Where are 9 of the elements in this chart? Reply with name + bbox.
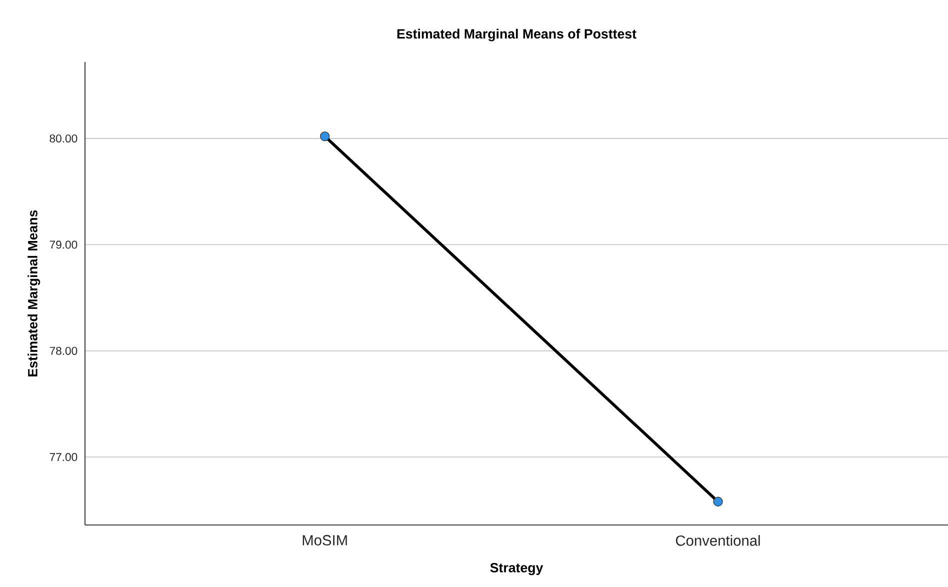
- y-axis-title: Estimated Marginal Means: [28, 210, 40, 376]
- y-tick-label: 77.00: [50, 453, 78, 462]
- y-tick-label: 78.00: [50, 346, 78, 355]
- x-tick-label: Conventional: [676, 535, 760, 546]
- x-tick-label: MoSIM: [302, 535, 347, 546]
- x-axis-title: Strategy: [490, 562, 544, 576]
- y-tick-label: 79.00: [50, 240, 78, 249]
- y-tick-label: 80.00: [50, 134, 78, 142]
- chart-title: Estimated Marginal Means of Posttest: [397, 28, 636, 42]
